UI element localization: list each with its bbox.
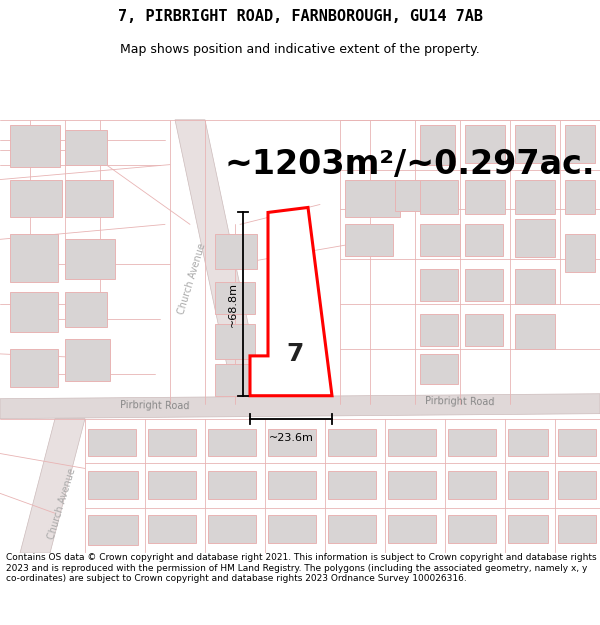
- Bar: [65, 179, 113, 218]
- Text: Pirbright Road: Pirbright Road: [425, 396, 495, 408]
- Bar: [420, 354, 458, 384]
- Bar: [10, 292, 58, 332]
- Bar: [448, 515, 496, 543]
- Bar: [465, 179, 505, 214]
- Text: ~68.8m: ~68.8m: [228, 282, 238, 327]
- Bar: [345, 224, 393, 256]
- Bar: [65, 292, 107, 327]
- Bar: [148, 471, 196, 499]
- Bar: [465, 125, 505, 162]
- Text: 7: 7: [286, 342, 304, 366]
- Text: Map shows position and indicative extent of the property.: Map shows position and indicative extent…: [120, 43, 480, 56]
- Text: 7, PIRBRIGHT ROAD, FARNBOROUGH, GU14 7AB: 7, PIRBRIGHT ROAD, FARNBOROUGH, GU14 7AB: [118, 9, 482, 24]
- Bar: [515, 179, 555, 214]
- Polygon shape: [20, 419, 85, 553]
- Bar: [65, 130, 107, 164]
- Bar: [515, 269, 555, 304]
- Text: ~23.6m: ~23.6m: [269, 432, 313, 442]
- Bar: [215, 364, 253, 396]
- Bar: [558, 515, 596, 543]
- Bar: [215, 324, 255, 359]
- Bar: [328, 471, 376, 499]
- Bar: [465, 314, 503, 346]
- Bar: [10, 234, 58, 282]
- Bar: [10, 125, 60, 167]
- Text: Church Avenue: Church Avenue: [46, 466, 77, 540]
- Polygon shape: [250, 208, 332, 396]
- Bar: [565, 179, 595, 214]
- Bar: [65, 339, 110, 381]
- Bar: [345, 179, 400, 218]
- Bar: [268, 429, 316, 456]
- Bar: [465, 269, 503, 301]
- Bar: [328, 429, 376, 456]
- Polygon shape: [175, 120, 265, 404]
- Bar: [88, 429, 136, 456]
- Bar: [328, 515, 376, 543]
- Bar: [508, 471, 548, 499]
- Bar: [515, 125, 555, 162]
- Bar: [465, 224, 503, 256]
- Bar: [558, 471, 596, 499]
- Bar: [395, 179, 435, 211]
- Text: Contains OS data © Crown copyright and database right 2021. This information is : Contains OS data © Crown copyright and d…: [6, 553, 596, 583]
- Bar: [268, 471, 316, 499]
- Bar: [565, 125, 595, 162]
- Bar: [388, 471, 436, 499]
- Bar: [420, 314, 458, 346]
- Bar: [88, 471, 138, 499]
- Bar: [208, 515, 256, 543]
- Bar: [10, 179, 62, 218]
- Bar: [508, 429, 548, 456]
- Bar: [88, 515, 138, 545]
- Text: Church Avenue: Church Avenue: [176, 242, 208, 316]
- Bar: [10, 349, 58, 387]
- Text: ~1203m²/~0.297ac.: ~1203m²/~0.297ac.: [225, 148, 595, 181]
- Bar: [388, 515, 436, 543]
- Bar: [508, 515, 548, 543]
- Bar: [208, 429, 256, 456]
- Text: Pirbright Road: Pirbright Road: [120, 400, 190, 411]
- Bar: [420, 269, 458, 301]
- Bar: [515, 314, 555, 349]
- Bar: [208, 471, 256, 499]
- Bar: [148, 515, 196, 543]
- Bar: [448, 471, 496, 499]
- Bar: [388, 429, 436, 456]
- Bar: [65, 239, 115, 279]
- Bar: [515, 219, 555, 258]
- Bar: [215, 234, 257, 269]
- Bar: [565, 234, 595, 272]
- Bar: [420, 179, 458, 214]
- Bar: [420, 224, 460, 256]
- Bar: [268, 515, 316, 543]
- Bar: [420, 125, 455, 164]
- Bar: [215, 282, 255, 314]
- Bar: [558, 429, 596, 456]
- Polygon shape: [0, 394, 600, 419]
- Bar: [148, 429, 196, 456]
- Bar: [448, 429, 496, 456]
